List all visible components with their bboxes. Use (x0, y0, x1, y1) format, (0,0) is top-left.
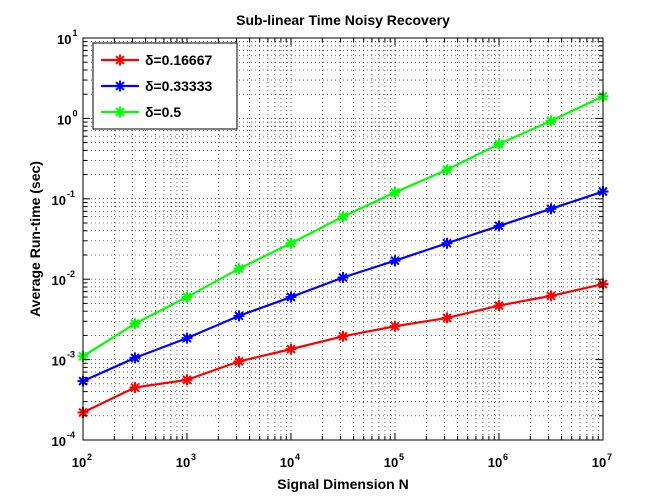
legend-swatch-marker (114, 106, 126, 118)
y-tick-label: 10 (52, 434, 66, 449)
marker-stroke (494, 139, 504, 149)
marker-stroke (182, 333, 192, 343)
x-tick-label-exponent: 6 (503, 452, 508, 462)
marker-stroke (442, 165, 452, 175)
series-2-point (389, 255, 401, 267)
y-tick-label-exponent: -3 (67, 350, 75, 360)
y-tick-label: 10 (52, 354, 66, 369)
marker-stroke (286, 238, 296, 248)
chart-title: Sub-linear Time Noisy Recovery (236, 12, 450, 28)
x-tick-label-exponent: 3 (191, 452, 196, 462)
x-tick-label: 10 (488, 455, 502, 470)
x-tick-label: 10 (280, 455, 294, 470)
tick-labels: 10 2 10 3 10 4 10 5 10 6 10 710 -410 -310 -210 -110 010 1 (52, 28, 612, 470)
series-2-point (285, 291, 297, 303)
x-tick-label: 10 (592, 455, 606, 470)
y-tick-label: 10 (57, 112, 71, 127)
series-3-point (129, 318, 141, 330)
series-3-point (493, 138, 505, 150)
marker-stroke (115, 81, 125, 91)
series-1-point (389, 320, 401, 332)
y-tick-label-exponent: 1 (73, 28, 78, 38)
marker-stroke (494, 300, 504, 311)
marker-stroke (115, 55, 125, 65)
y-tick-label-exponent: -4 (67, 430, 75, 440)
x-tick-label-exponent: 4 (295, 452, 300, 462)
series-3-point (389, 186, 401, 198)
plot-frame (82, 37, 604, 441)
x-tick-label-exponent: 2 (87, 452, 92, 462)
series-2-point (441, 237, 453, 249)
series-2-point (493, 220, 505, 232)
y-tick-label: 10 (57, 32, 71, 47)
series-3-point (545, 115, 557, 127)
series-1-point (441, 312, 453, 324)
marker-stroke (546, 291, 556, 301)
legend: δ=0.16667 δ=0.33333 δ=0.5 (92, 42, 238, 130)
marker-stroke (390, 187, 400, 198)
marker-stroke (390, 321, 400, 331)
marker-stroke (115, 107, 125, 117)
x-axis-label: Signal Dimension N (277, 476, 408, 492)
series-3-point (285, 237, 297, 249)
marker-stroke (442, 238, 452, 248)
marker-stroke (234, 311, 244, 321)
y-tick-label-exponent: -2 (67, 269, 75, 279)
marker-stroke (494, 221, 504, 231)
series-2-point (129, 352, 141, 364)
series-2-point (545, 203, 557, 215)
series-1-point (493, 300, 505, 312)
marker-stroke (130, 318, 140, 329)
marker-stroke (546, 116, 556, 126)
series-1-point (129, 381, 141, 393)
marker-stroke (234, 356, 244, 367)
series-3-point (233, 263, 245, 275)
y-tick-label: 10 (52, 193, 66, 208)
y-axis-label: Average Run-time (sec) (27, 161, 43, 317)
series-1-point (233, 355, 245, 367)
series-1-point (181, 374, 193, 386)
legend-entry-label: δ=0.33333 (145, 78, 212, 94)
grid (83, 38, 603, 440)
series-2-point (233, 310, 245, 322)
series-1-point (337, 330, 349, 342)
x-tick-label-exponent: 5 (399, 452, 404, 462)
series-1-point (545, 290, 557, 302)
marker-stroke (182, 292, 192, 302)
x-tick-label: 10 (72, 455, 86, 470)
legend-entry-label: δ=0.5 (145, 104, 181, 120)
marker-stroke (130, 382, 140, 393)
series-2-point (181, 332, 193, 344)
series-3-point (181, 291, 193, 303)
series-2-point (337, 271, 349, 283)
marker-stroke (546, 204, 556, 214)
x-tick-label: 10 (384, 455, 398, 470)
marker-stroke (442, 313, 452, 323)
series-3-point (441, 164, 453, 176)
marker-stroke (130, 353, 140, 363)
marker-stroke (286, 344, 296, 354)
ticks (82, 37, 604, 441)
legend-entry-label: δ=0.16667 (145, 52, 212, 68)
marker-stroke (390, 256, 400, 266)
y-tick-label-exponent: -1 (67, 189, 75, 199)
legend-swatch-marker (114, 80, 126, 92)
series-1-point (285, 343, 297, 355)
x-tick-label: 10 (176, 455, 190, 470)
marker-stroke (234, 264, 244, 274)
marker-stroke (338, 331, 348, 341)
y-tick-label-exponent: 0 (73, 108, 78, 118)
marker-stroke (286, 292, 296, 302)
marker-stroke (182, 375, 192, 385)
legend-swatch-marker (114, 54, 126, 66)
y-tick-label: 10 (52, 273, 66, 288)
series-3-point (337, 211, 349, 223)
marker-stroke (338, 211, 348, 222)
x-tick-label-exponent: 7 (607, 452, 612, 462)
marker-stroke (338, 272, 348, 283)
